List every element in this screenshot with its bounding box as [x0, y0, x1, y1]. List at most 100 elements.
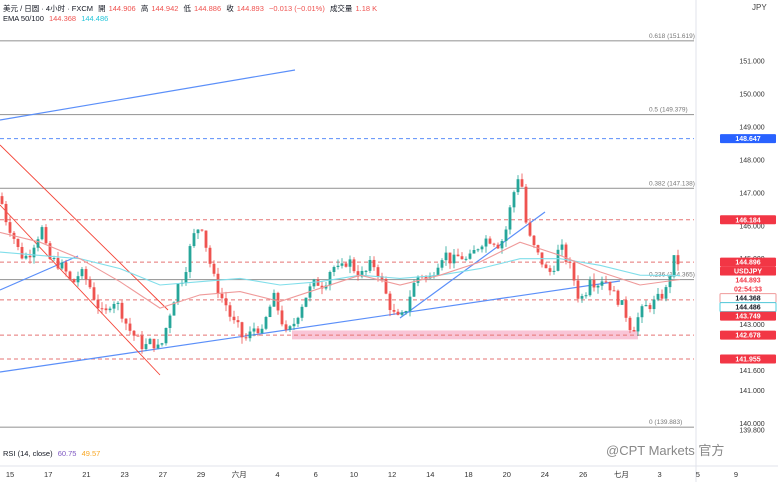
- candle-body: [260, 328, 264, 333]
- candle-body: [552, 270, 556, 272]
- high-value: 144.942: [151, 4, 179, 13]
- candle-body: [600, 281, 604, 286]
- candle-body: [280, 310, 284, 325]
- candle-body: [80, 269, 84, 277]
- high-label: 高: [140, 4, 149, 13]
- candle-body: [204, 230, 208, 248]
- candle-body: [28, 255, 32, 258]
- candle-body: [436, 267, 440, 276]
- candle-body: [356, 271, 360, 277]
- time-axis: 15 17 21 23 27 29 六月 4 6 10 12 14 18 20 24 26 七月 3 5 9: [6, 469, 738, 479]
- candle-body: [580, 296, 584, 299]
- candle-body: [96, 299, 100, 309]
- candle-body: [528, 222, 532, 236]
- price-tag-box-8: [720, 311, 776, 321]
- open-value: 144.906: [108, 4, 136, 13]
- candle-body: [424, 276, 428, 279]
- candle-body: [296, 317, 300, 324]
- price-tag-box-10: [720, 354, 776, 364]
- candle-body: [4, 203, 8, 223]
- candle-body: [224, 298, 228, 306]
- candle-body: [408, 296, 412, 312]
- candle-body: [588, 279, 592, 296]
- candle-body: [412, 282, 416, 297]
- candle-body: [268, 306, 272, 318]
- header-row-1: 美元 / 日圆 · 4小时 · FXCM 開 144.906 高 144.942 低…: [3, 3, 380, 14]
- time-tick-0: 15: [6, 470, 14, 479]
- candle-body: [188, 246, 192, 273]
- candle-body: [208, 247, 212, 264]
- time-tick-8: 6: [314, 470, 318, 479]
- candle-body: [564, 244, 568, 262]
- price-tag-label-6: 144.368: [735, 296, 760, 303]
- candle-body: [140, 335, 144, 350]
- volume-label: 成交量: [329, 4, 353, 13]
- candle-body: [212, 263, 216, 274]
- candle-body: [128, 323, 132, 331]
- fib-label-2: 0.382 (147.138): [649, 180, 695, 187]
- candle-body: [520, 179, 524, 187]
- candle-body: [72, 279, 76, 283]
- watermark-text: @CPT Markets 官方: [606, 443, 725, 458]
- price-tag-box-2: [720, 257, 776, 267]
- price-tick-2: 149.000: [739, 125, 764, 132]
- candle-body: [628, 317, 632, 331]
- price-tag-label-9: 142.678: [735, 333, 760, 340]
- candle-body: [88, 279, 92, 288]
- candle-body: [484, 238, 488, 247]
- candle-body: [340, 263, 344, 266]
- candle-body: [164, 327, 168, 344]
- candle-body: [508, 207, 512, 230]
- candle-body: [328, 272, 332, 286]
- candle-body: [468, 253, 472, 259]
- candle-body: [232, 316, 236, 321]
- candle-body: [584, 295, 588, 297]
- time-tick-9: 10: [350, 470, 358, 479]
- price-tick-4: 147.000: [739, 190, 764, 197]
- ema50-line: [0, 231, 681, 309]
- candle-body: [404, 311, 408, 313]
- price-tick-1: 150.000: [739, 92, 764, 99]
- candle-body: [516, 179, 520, 193]
- candle-body: [548, 268, 552, 272]
- candle-body: [176, 283, 180, 303]
- candle-body: [244, 337, 248, 339]
- candle-body: [236, 320, 240, 323]
- candle-body: [664, 287, 668, 299]
- candle-body: [216, 273, 220, 294]
- candle-body: [472, 250, 476, 254]
- candle-body: [464, 258, 468, 260]
- candle-body: [460, 256, 464, 260]
- price-tag-label-0: 148.647: [735, 136, 760, 143]
- candle-body: [612, 290, 616, 292]
- candle-body: [388, 293, 392, 311]
- price-tag-box-1: [720, 215, 776, 225]
- low-value: 144.886: [194, 4, 222, 13]
- candle-body: [264, 317, 268, 329]
- time-tick-14: 24: [541, 470, 549, 479]
- candle-body: [396, 311, 400, 315]
- candle-body: [656, 293, 660, 300]
- price-tag-box-3: [720, 266, 776, 276]
- candle-body: [92, 287, 96, 300]
- candle-body: [112, 303, 116, 309]
- candle-body: [132, 330, 136, 336]
- candle-body: [640, 306, 644, 318]
- price-tag-box-9: [720, 330, 776, 340]
- candle-body: [168, 315, 172, 328]
- close-value: 144.893: [236, 4, 264, 13]
- candle-body: [652, 299, 656, 310]
- price-tag-label-2: 144.896: [735, 260, 760, 267]
- candle-body: [192, 233, 196, 247]
- candle-body: [8, 222, 12, 233]
- candle-body: [84, 269, 88, 280]
- rsi-value: 60.75: [57, 449, 77, 458]
- candle-body: [596, 285, 600, 288]
- price-tag-label-8: 143.749: [735, 314, 760, 321]
- candle-body: [368, 259, 372, 271]
- candle-body: [616, 290, 620, 305]
- candle-body: [228, 305, 232, 317]
- candle-body: [604, 281, 608, 283]
- candle-body: [536, 245, 540, 253]
